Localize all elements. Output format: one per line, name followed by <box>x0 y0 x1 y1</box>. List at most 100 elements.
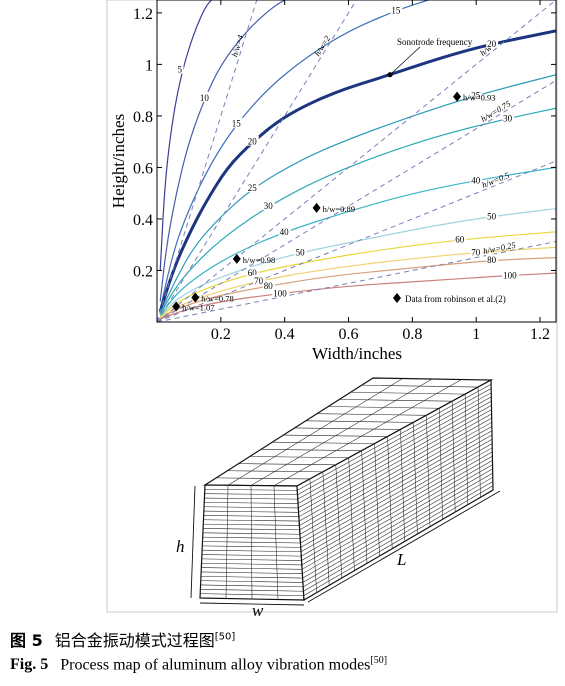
contour-label-70: 70 <box>471 247 481 257</box>
axes: 0.2 0.4 0.6 0.8 1 1.2 0.2 0.4 0.6 0.8 1 1.2 <box>133 0 556 343</box>
side-horizontal-line <box>303 485 494 596</box>
frequency-contour-100 <box>159 272 556 320</box>
frequency-contour-15 <box>159 0 429 310</box>
block-diagram: h w L <box>176 377 501 620</box>
caption-chinese: 图 5 铝合金振动模式过程图[50] <box>10 627 235 651</box>
caption-en-number: Fig. 5 <box>10 656 49 674</box>
contour-label-bg <box>246 182 259 193</box>
y-tick-label: 1 <box>145 57 153 74</box>
legend-diamond-icon <box>393 293 401 303</box>
contour-label-70: 70 <box>254 276 263 286</box>
side-horizontal-line <box>303 481 493 592</box>
contour-label-15: 15 <box>232 119 242 129</box>
frequency-contour-30 <box>159 107 556 315</box>
front-horizontal-line <box>202 545 301 548</box>
frequency-contour-5 <box>159 0 212 271</box>
contour-label-80: 80 <box>487 255 497 265</box>
side-horizontal-line <box>299 426 492 535</box>
top-width-line <box>273 379 462 486</box>
side-horizontal-line <box>298 405 492 513</box>
front-horizontal-line <box>202 536 301 539</box>
front-horizontal-line <box>200 589 304 592</box>
ratio-line-label: h/w=0.25 <box>482 240 516 256</box>
front-horizontal-line <box>202 541 301 544</box>
front-horizontal-line <box>203 523 300 526</box>
frequency-contour-40 <box>159 166 556 316</box>
contour-label-50: 50 <box>487 211 497 221</box>
front-horizontal-line <box>203 510 299 513</box>
contour-label-25: 25 <box>248 183 258 193</box>
contour-label-20: 20 <box>248 137 258 147</box>
front-horizontal-line <box>201 571 303 574</box>
caption-en-text: Process map of aluminum alloy vibration … <box>60 656 371 674</box>
top-length-line <box>316 413 427 416</box>
front-horizontal-line <box>200 593 304 596</box>
contour-label-bg <box>502 269 520 280</box>
top-length-line <box>328 406 440 409</box>
contour-label-80: 80 <box>264 281 274 291</box>
top-length-line <box>350 391 466 395</box>
data-point-diamond-icon <box>312 202 321 213</box>
side-horizontal-line <box>302 468 493 579</box>
front-horizontal-line <box>200 584 304 588</box>
contour-label-10: 10 <box>200 93 210 103</box>
contour-label-50: 50 <box>296 247 306 257</box>
contour-label-bg <box>230 117 243 128</box>
side-horizontal-line <box>297 383 492 491</box>
side-horizontal-line <box>298 409 492 517</box>
x-tick-label: 0.8 <box>402 326 422 343</box>
frequency-contour-10 <box>159 0 286 302</box>
frequency-contour-80 <box>159 257 556 320</box>
contour-label-bg <box>470 174 483 185</box>
contour-label-40: 40 <box>280 227 290 237</box>
contour-label-bg <box>262 279 275 290</box>
side-horizontal-line <box>297 388 492 496</box>
y-tick-label: 1.2 <box>133 6 153 23</box>
x-tick-label: 1 <box>472 326 480 343</box>
ratio-line <box>157 241 556 322</box>
side-horizontal-line <box>300 434 493 544</box>
front-horizontal-line <box>204 489 298 491</box>
contour-label-bg <box>246 267 259 278</box>
caption-cn-number: 图 5 <box>10 631 43 650</box>
data-points: h/w=0.93 h/w=0.89 h/w=0.98 h/w=0.78h/w=1.07 <box>172 91 495 313</box>
side-horizontal-line <box>299 413 492 522</box>
contour-label-100: 100 <box>273 289 287 299</box>
height-label: h <box>176 537 185 556</box>
side-horizontal-line <box>299 417 492 526</box>
front-horizontal-line <box>201 562 302 566</box>
ratio-line-label: h/w=0.5 <box>480 170 510 190</box>
contour-label-bg <box>470 246 483 257</box>
contour-label-30: 30 <box>264 201 274 211</box>
front-horizontal-line <box>202 532 300 535</box>
side-horizontal-line <box>303 477 493 588</box>
ratio-line <box>157 0 357 322</box>
frequency-contour-25 <box>159 74 556 314</box>
x-axis-label: Width/inches <box>312 344 402 363</box>
contour-label-bg <box>262 200 275 211</box>
data-point-diamond-icon <box>191 292 200 303</box>
side-horizontal-line <box>298 400 492 509</box>
contour-label-20: 20 <box>487 39 497 49</box>
contour-label-bg <box>253 274 266 285</box>
plot-area-border <box>156 0 557 323</box>
caption-en-reference: [50] <box>370 655 388 666</box>
block-grid-lines <box>200 378 494 600</box>
side-horizontal-line <box>300 430 493 539</box>
sonotrode-leader-line <box>389 46 421 75</box>
ratio-line <box>157 80 556 322</box>
top-length-line <box>283 434 388 437</box>
frequency-contour-60 <box>159 231 556 318</box>
top-width-line <box>250 378 433 486</box>
contour-label-bg <box>486 210 499 221</box>
frequency-contour-50 <box>159 208 556 318</box>
front-horizontal-line <box>203 515 299 517</box>
side-horizontal-line <box>297 396 492 504</box>
contour-label-bg <box>294 246 307 257</box>
y-axis-label: Height/inches <box>109 114 128 208</box>
data-point-label: h/w=0.93 <box>463 93 495 103</box>
ratio-line <box>157 0 258 322</box>
data-point-label: h/w=0.89 <box>323 204 355 214</box>
contour-label-60: 60 <box>455 235 465 245</box>
